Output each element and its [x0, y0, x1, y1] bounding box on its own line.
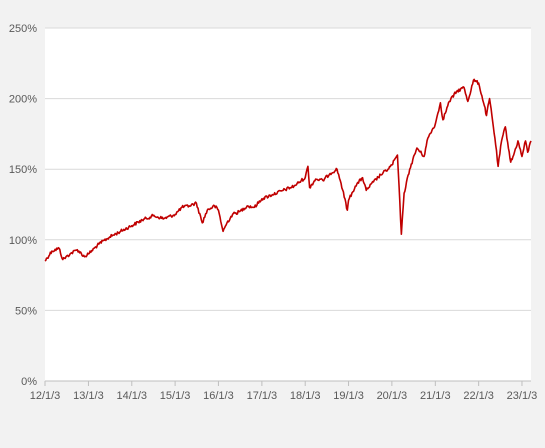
x-tick-label: 18/1/3	[290, 390, 321, 402]
x-tick-label: 16/1/3	[203, 390, 234, 402]
y-tick-label: 200%	[9, 94, 37, 106]
x-tick-label: 14/1/3	[116, 390, 147, 402]
y-tick-label: 150%	[9, 164, 37, 176]
x-axis: 12/1/3 13/1/3 14/1/3 15/1/3 16/1/3 17/1/3 18/1…	[30, 381, 538, 402]
y-tick-label: 250%	[9, 23, 37, 35]
x-tick-label: 15/1/3	[160, 390, 191, 402]
plot-area-background	[45, 28, 531, 381]
x-tick-label: 20/1/3	[377, 390, 408, 402]
y-axis: 0% 50% 100% 150% 200% 250%	[9, 23, 37, 388]
y-tick-label: 100%	[9, 235, 37, 247]
x-tick-label: 23/1/3	[507, 390, 538, 402]
y-tick-label: 50%	[15, 305, 37, 317]
x-tick-label: 19/1/3	[333, 390, 364, 402]
x-tick-label: 12/1/3	[30, 390, 61, 402]
x-tick-label: 21/1/3	[420, 390, 451, 402]
x-tick-label: 13/1/3	[73, 390, 104, 402]
y-tick-label: 0%	[21, 376, 37, 388]
x-tick-label: 17/1/3	[247, 390, 278, 402]
x-tick-label: 22/1/3	[463, 390, 494, 402]
